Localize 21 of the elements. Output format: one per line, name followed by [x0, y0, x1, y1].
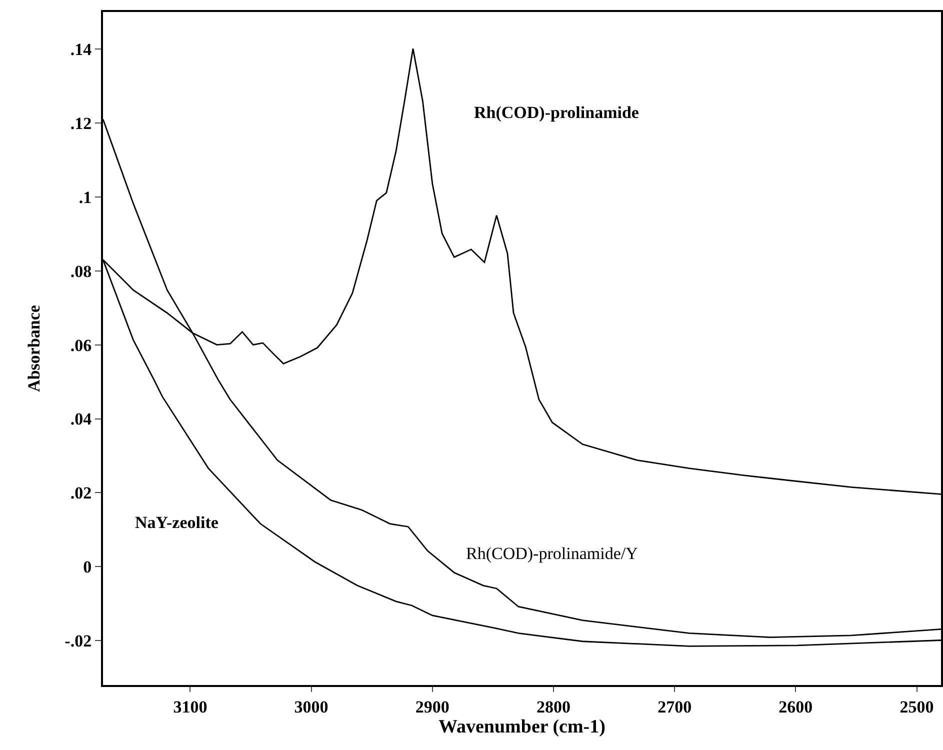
y-tick-label: .12	[70, 114, 92, 133]
y-tick-label: 0	[83, 558, 92, 577]
x-axis-title: Wavenumber (cm-1)	[438, 716, 606, 738]
y-tick-label: .1	[78, 188, 92, 207]
series-label: NaY-zeolite	[135, 513, 219, 532]
x-tick-label: 3000	[294, 697, 328, 716]
y-tick-label: .06	[70, 336, 92, 355]
x-tick-label: 2800	[536, 697, 570, 716]
x-tick-label: 2600	[778, 697, 813, 716]
y-tick-label: .04	[70, 410, 92, 429]
y-tick-label: .14	[70, 40, 92, 59]
x-tick-label: 2500	[900, 697, 934, 716]
text: Rh(COD)-prolinamide	[474, 103, 640, 122]
x-tick-label: 2900	[415, 697, 450, 716]
y-tick-label: .08	[70, 262, 92, 281]
y-tick-label: .02	[70, 484, 92, 503]
x-tick-label: 3100	[173, 697, 208, 716]
y-axis-title: Absorbance	[24, 304, 44, 392]
y-tick-label: -.02	[64, 632, 92, 651]
series-label: Rh(COD)-prolinamide/Y	[466, 544, 638, 563]
x-tick-label: 2700	[658, 697, 692, 716]
